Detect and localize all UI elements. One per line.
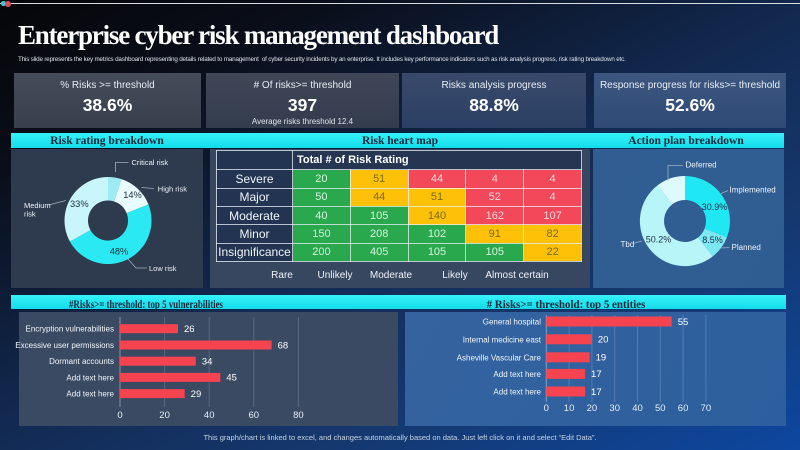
svg-text:40: 40	[204, 410, 215, 421]
svg-text:33%: 33%	[70, 199, 89, 209]
svg-text:20: 20	[587, 403, 598, 414]
svg-text:Implemented: Implemented	[730, 186, 776, 195]
svg-text:48%: 48%	[110, 247, 129, 257]
svg-text:0: 0	[117, 410, 122, 421]
svg-text:55: 55	[678, 317, 689, 328]
svg-text:60: 60	[249, 410, 260, 421]
svg-text:70: 70	[701, 403, 712, 414]
svg-text:0: 0	[544, 403, 549, 414]
svg-text:26: 26	[184, 324, 195, 335]
svg-text:34: 34	[202, 357, 213, 368]
svg-text:10: 10	[564, 403, 575, 414]
svg-text:17: 17	[591, 369, 602, 380]
svg-text:50.2%: 50.2%	[646, 235, 672, 245]
svg-text:50: 50	[655, 403, 666, 414]
svg-text:17: 17	[591, 387, 602, 398]
svg-text:Excessive user permissions: Excessive user permissions	[15, 341, 114, 350]
svg-text:45: 45	[226, 373, 237, 384]
svg-text:Internal medicine east: Internal medicine east	[463, 335, 542, 344]
svg-text:Add text here: Add text here	[493, 388, 541, 397]
svg-text:14%: 14%	[123, 190, 142, 200]
svg-text:Dormant accounts: Dormant accounts	[49, 357, 114, 366]
svg-text:Add text here: Add text here	[493, 370, 541, 379]
svg-text:Asheville Vascular Care: Asheville Vascular Care	[457, 353, 542, 362]
svg-text:20: 20	[159, 410, 170, 421]
svg-text:29: 29	[191, 389, 202, 400]
svg-text:Critical risk: Critical risk	[132, 158, 169, 167]
svg-text:30.9%: 30.9%	[702, 202, 728, 212]
svg-text:General hospital: General hospital	[483, 318, 541, 327]
svg-text:risk: risk	[24, 210, 36, 219]
svg-text:19: 19	[596, 353, 607, 364]
svg-text:Encryption vulnerabilities: Encryption vulnerabilities	[26, 325, 115, 334]
svg-text:High risk: High risk	[158, 185, 187, 194]
svg-text:40: 40	[632, 403, 643, 414]
svg-text:Deferred: Deferred	[686, 161, 717, 170]
svg-text:Low risk: Low risk	[149, 264, 177, 273]
svg-text:Tbd: Tbd	[621, 240, 635, 249]
svg-text:60: 60	[678, 403, 689, 414]
svg-text:Medium: Medium	[24, 201, 51, 210]
svg-text:20: 20	[598, 335, 609, 346]
svg-text:Add text here: Add text here	[66, 373, 114, 382]
svg-text:80: 80	[293, 410, 304, 421]
svg-text:8.5%: 8.5%	[702, 235, 723, 245]
svg-text:68: 68	[278, 340, 289, 351]
svg-text:Planned: Planned	[732, 243, 761, 252]
svg-text:Add text here: Add text here	[66, 390, 114, 399]
svg-text:30: 30	[609, 403, 620, 414]
